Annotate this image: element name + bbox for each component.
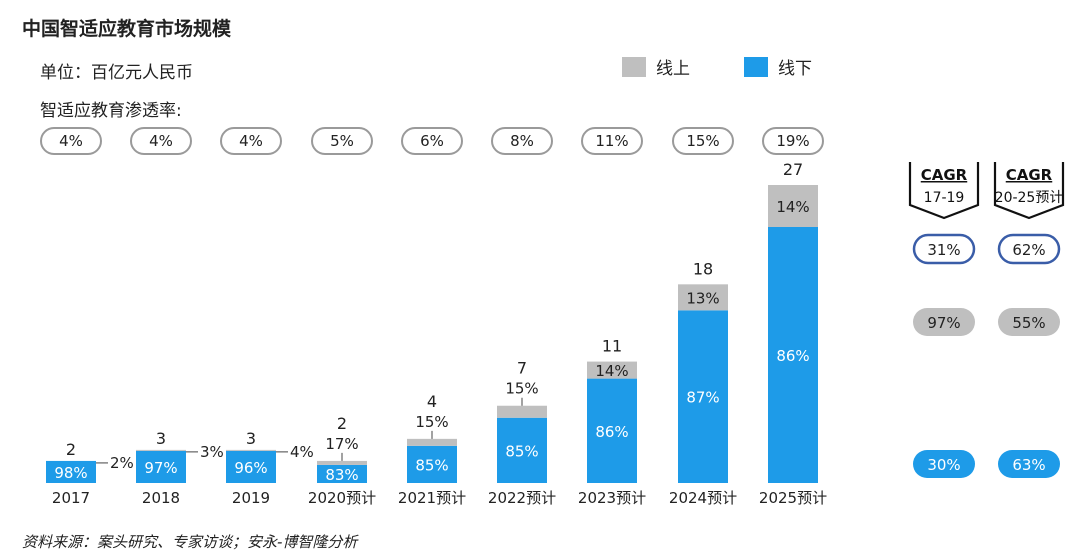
- bar-offline-label: 97%: [144, 459, 177, 477]
- bar-total-label: 11: [602, 337, 622, 356]
- penetration-pill: 5%: [311, 127, 373, 155]
- bar-online: [226, 449, 276, 451]
- cagr-online-pill: [913, 308, 975, 336]
- bar-online: [136, 449, 186, 451]
- bar-total-label: 3: [156, 429, 166, 448]
- bar-offline-label: 83%: [325, 466, 358, 484]
- legend-online-swatch: [622, 56, 646, 77]
- bar-online: [587, 361, 637, 379]
- bar-online-label: 2%: [110, 454, 134, 472]
- penetration-label: 智适应教育渗透率:: [40, 101, 182, 121]
- bar-online: [768, 185, 818, 227]
- bar-offline: [587, 378, 637, 483]
- bar-offline-label: 85%: [415, 456, 448, 474]
- bar-offline: [136, 450, 186, 483]
- bar-offline: [226, 450, 276, 483]
- bar-offline-label: 85%: [505, 442, 538, 460]
- bar-online: [678, 284, 728, 311]
- cagr-offline-pill: [913, 450, 975, 478]
- bar-online-label: 15%: [505, 380, 538, 398]
- bar-total-label: 2: [66, 440, 76, 459]
- cagr-period: 17-19: [924, 190, 965, 206]
- x-tick-label: 2022预计: [488, 489, 556, 507]
- penetration-pill: 4%: [40, 127, 102, 155]
- bar-offline: [768, 227, 818, 483]
- cagr-header-bracket: [993, 162, 1065, 220]
- cagr-offline-value: 63%: [1012, 456, 1045, 474]
- bar-online-label: 14%: [595, 362, 628, 380]
- legend-offline: 线下: [744, 54, 812, 79]
- cagr-offline-pill: [998, 450, 1060, 478]
- cagr-header-bracket: [908, 162, 980, 220]
- bar-total-label: 7: [517, 359, 527, 378]
- penetration-pill: 8%: [491, 127, 553, 155]
- x-tick-label: 2020预计: [308, 489, 376, 507]
- legend-online: 线上: [622, 54, 690, 79]
- cagr-total-value: 31%: [927, 241, 960, 259]
- bar-total-label: 4: [427, 392, 437, 411]
- bar-online: [497, 405, 547, 418]
- x-tick-label: 2024预计: [669, 489, 737, 507]
- x-tick-label: 2018: [142, 489, 180, 507]
- cagr-title: CAGR: [1006, 166, 1053, 184]
- legend-offline-label: 线下: [778, 59, 812, 79]
- bar-total-label: 18: [693, 259, 713, 278]
- bar-online: [317, 460, 367, 465]
- bar-online-label: 3%: [200, 443, 224, 461]
- legend-online-label: 线上: [656, 59, 690, 79]
- unit-label: 单位：百亿元人民币: [40, 63, 193, 83]
- penetration-pill: 15%: [672, 127, 734, 155]
- cagr-total-value: 62%: [1012, 241, 1045, 259]
- cagr-online-value: 55%: [1012, 314, 1045, 332]
- bar-total-label: 2: [337, 414, 347, 433]
- cagr-total-pill: [912, 233, 976, 265]
- bar-offline: [317, 464, 367, 483]
- bar-online-label: 14%: [776, 198, 809, 216]
- penetration-pill: 6%: [401, 127, 463, 155]
- bar-offline: [678, 310, 728, 483]
- bar-offline-label: 98%: [54, 464, 87, 482]
- bar-offline-label: 86%: [595, 423, 628, 441]
- bar-offline: [497, 417, 547, 483]
- legend-offline-swatch: [744, 56, 768, 77]
- x-tick-label: 2023预计: [578, 489, 646, 507]
- penetration-pill: 19%: [762, 127, 824, 155]
- x-tick-label: 2025预计: [759, 489, 827, 507]
- bar-total-label: 3: [246, 429, 256, 448]
- bar-online-label: 13%: [686, 289, 719, 307]
- bar-offline-label: 86%: [776, 347, 809, 365]
- bar-online-label: 15%: [415, 413, 448, 431]
- x-tick-label: 2021预计: [398, 489, 466, 507]
- bar-offline-label: 96%: [234, 459, 267, 477]
- x-tick-label: 2017: [52, 489, 90, 507]
- cagr-total-pill: [997, 233, 1061, 265]
- bar-total-label: 27: [783, 160, 803, 179]
- penetration-pill: 11%: [581, 127, 643, 155]
- cagr-online-pill: [998, 308, 1060, 336]
- bar-online-label: 17%: [325, 435, 358, 453]
- cagr-period: 20-25预计: [995, 190, 1064, 206]
- cagr-online-value: 97%: [927, 314, 960, 332]
- bar-offline: [46, 460, 96, 483]
- bar-online-label: 4%: [290, 443, 314, 461]
- bar-offline-label: 87%: [686, 389, 719, 407]
- penetration-pill: 4%: [130, 127, 192, 155]
- x-tick-label: 2019: [232, 489, 270, 507]
- bar-online: [407, 438, 457, 446]
- penetration-pill: 4%: [220, 127, 282, 155]
- cagr-offline-value: 30%: [927, 456, 960, 474]
- bar-offline: [407, 445, 457, 483]
- cagr-title: CAGR: [921, 166, 968, 184]
- chart-title: 中国智适应教育市场规模: [22, 18, 232, 40]
- source-note: 资料来源：案头研究、专家访谈；安永-博智隆分析: [22, 533, 358, 551]
